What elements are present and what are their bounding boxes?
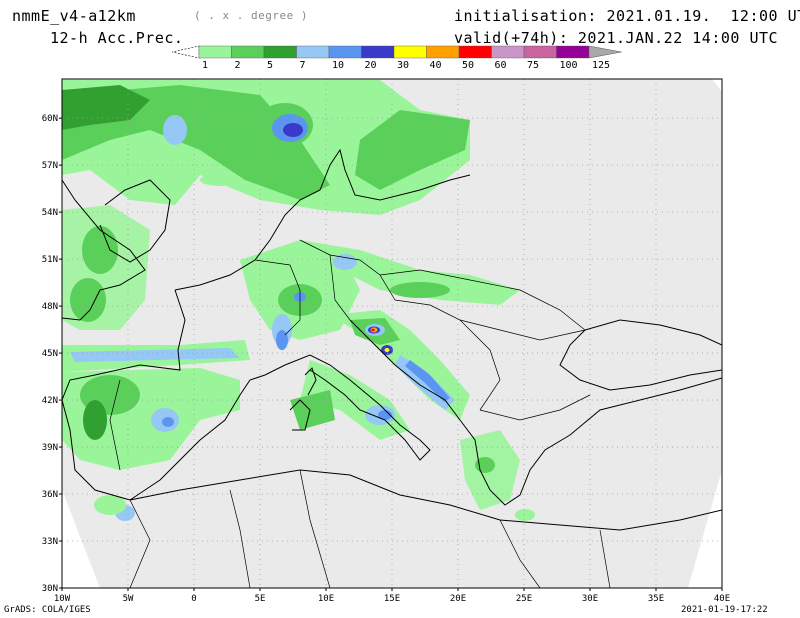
colorbar-tick-label: 30 [397, 60, 409, 71]
lon-tick-label: 0 [191, 594, 196, 604]
lon-tick-label: 10E [318, 594, 334, 604]
country-border [254, 259, 301, 336]
coastline [99, 179, 171, 263]
lon-tick-label: 15E [384, 594, 400, 604]
colorbar-tick-label: 20 [365, 60, 377, 71]
country-border [394, 299, 501, 411]
colorbar-tick-label: 60 [495, 60, 507, 71]
colorbar-tick-label: 125 [592, 60, 610, 71]
precip-colorbar: 1 2 5 7 10 20 30 40 50 60 75 100 125 [171, 45, 622, 71]
precip-area [390, 282, 450, 298]
country-border [299, 469, 331, 588]
lat-tick-label: 39N [42, 443, 58, 453]
lat-tick-label: 36N [42, 490, 58, 500]
country-border [229, 489, 251, 588]
coastline [62, 289, 186, 401]
precip-area [276, 330, 288, 350]
precip-area [94, 495, 126, 515]
precip-area [355, 110, 470, 190]
precip-area [70, 348, 240, 362]
lon-tick-label: 10W [54, 594, 71, 604]
country-border [299, 239, 396, 301]
domain-edge-sw [62, 490, 100, 588]
precip-area [200, 174, 240, 186]
colorbar-tick-label: 100 [560, 60, 578, 71]
precip-area [162, 417, 174, 427]
lon-tick-label: 30E [582, 594, 598, 604]
precip-area [378, 410, 392, 420]
precip-area [405, 360, 450, 402]
coastline [129, 469, 722, 531]
lat-tick-label: 45N [42, 349, 58, 359]
coastline [304, 367, 317, 396]
country-border [479, 394, 591, 421]
precip-area [83, 400, 107, 440]
colorbar-tick-label: 5 [267, 60, 273, 71]
colorbar-tick-label: 1 [202, 60, 208, 71]
colorbar-low-end [171, 45, 200, 59]
precip-area [163, 115, 187, 145]
lat-tick-label: 42N [42, 396, 58, 406]
colorbar-tick-label: 10 [332, 60, 344, 71]
colorbar-tick-label: 75 [527, 60, 539, 71]
precip-area [82, 226, 118, 274]
coastline [174, 148, 471, 291]
country-border [129, 499, 151, 588]
domain-edge-ne [712, 79, 722, 92]
model-name: nmmE_v4-a12km [12, 7, 136, 25]
country-border [109, 379, 121, 471]
lat-tick-label: 30N [42, 584, 58, 594]
colorbar-cell [588, 45, 622, 59]
country-border [459, 319, 586, 341]
country-border [329, 254, 351, 321]
precip-area [515, 509, 535, 521]
lon-tick-label: 5E [255, 594, 266, 604]
init-time: initialisation: 2021.01.19. 12:00 UTC [454, 7, 800, 25]
colorbar-tick-label: 2 [235, 60, 241, 71]
precip-area [333, 254, 357, 270]
lat-tick-label: 48N [42, 302, 58, 312]
country-border [379, 269, 586, 331]
valid-time: valid(+74h): 2021.JAN.22 14:00 UTC [454, 29, 779, 47]
lat-tick-label: 54N [42, 208, 58, 218]
precip-area [70, 278, 106, 322]
field-label: 12-h Acc.Prec. [50, 29, 184, 47]
lon-tick-label: 35E [648, 594, 664, 604]
colorbar-tick-label: 40 [430, 60, 442, 71]
lon-tick-label: 40E [714, 594, 730, 604]
colorbar-tick-label: 50 [462, 60, 474, 71]
coastline [289, 399, 311, 431]
precip-area [371, 328, 375, 332]
precip-area [290, 390, 335, 430]
footer-credit: GrADS: COLA/IGES [4, 605, 91, 615]
domain-edge-se [688, 470, 722, 588]
coastline [349, 319, 722, 506]
coastline [62, 179, 146, 321]
lat-tick-label: 33N [42, 537, 58, 547]
precip-area [300, 240, 520, 305]
precip-area [62, 85, 150, 130]
coastline [559, 329, 722, 391]
precip-area [283, 123, 303, 137]
lat-tick-label: 60N [42, 114, 58, 124]
lat-tick-label: 51N [42, 255, 58, 265]
lon-tick-label: 20E [450, 594, 466, 604]
country-border [599, 529, 611, 588]
footer-timestamp: 2021-01-19-17:22 [681, 605, 768, 615]
coastline [584, 319, 722, 346]
precip-area [384, 348, 390, 352]
coastline [62, 354, 431, 501]
lon-tick-label: 25E [516, 594, 532, 604]
lon-tick-label: 5W [123, 594, 134, 604]
units-label: ( . x . degree ) [194, 9, 308, 22]
lat-tick-label: 57N [42, 161, 58, 171]
country-border [499, 519, 541, 588]
colorbar-tick-label: 7 [300, 60, 306, 71]
